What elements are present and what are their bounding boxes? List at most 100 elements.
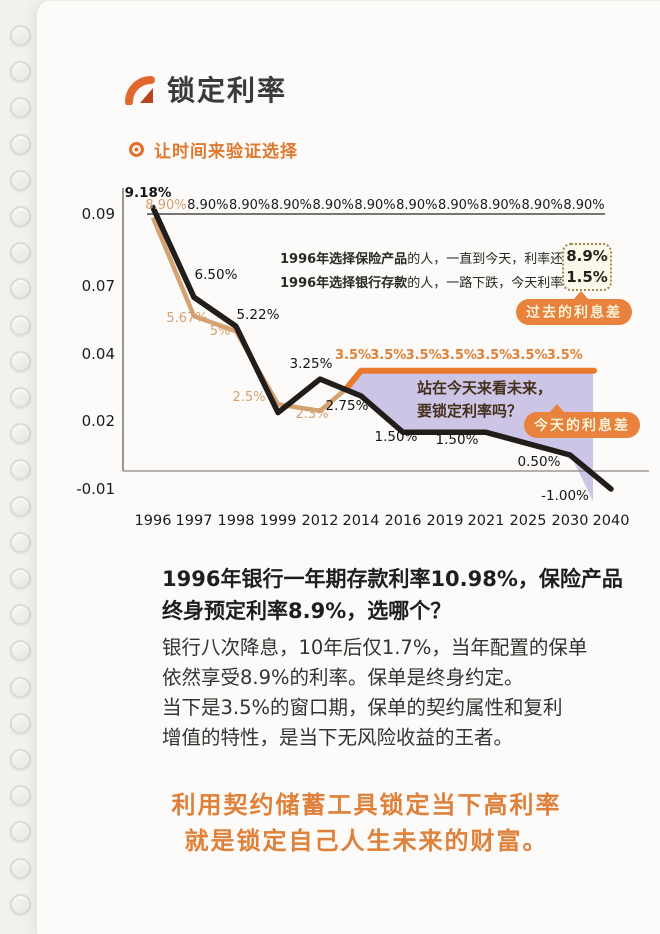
x-tick-label: 2040 xyxy=(593,513,630,529)
past-spread-badge: 过去的利息差 xyxy=(516,299,632,325)
insurance-past-point-label: 5.67% xyxy=(166,311,207,326)
x-tick-label: 2030 xyxy=(552,513,589,529)
paragraph-line: 银行八次降息，10年后仅1.7%，当年配置的保单 xyxy=(162,636,588,659)
x-tick-label: 1999 xyxy=(260,513,297,529)
paragraph-line: 依然享受8.9%的利率。保单是终身约定。 xyxy=(162,666,524,689)
reference-rate-label: 8.90% xyxy=(187,198,228,213)
binder-ring xyxy=(10,61,31,83)
bank-line xyxy=(150,204,614,492)
annotation-bank-rest: 的人，一路下跌，今天利率是 xyxy=(407,276,577,291)
binder-ring xyxy=(10,350,31,372)
y-tick-label: 0.02 xyxy=(82,412,115,430)
reference-rate-label: 8.90% xyxy=(229,198,270,213)
slogan-line: 利用契约储蓄工具锁定当下高利率 xyxy=(171,791,562,819)
insurance-future-point-label: 3.5% xyxy=(441,348,477,363)
subtitle-text: 让时间来验证选择 xyxy=(154,142,298,162)
heading-line: 1996年银行一年期存款利率10.98%，保险产品 xyxy=(162,567,623,591)
insurance-future-point-label: 3.5% xyxy=(547,348,583,363)
x-tick-label: 2016 xyxy=(385,513,422,529)
insurance-past-point-label: 2.5% xyxy=(232,390,265,405)
reference-rate-label: 8.90% xyxy=(396,198,437,213)
heading-line: 终身预定利率8.9%，选哪个？ xyxy=(162,599,452,623)
rate-compare-box: 8.9% 1.5% xyxy=(562,243,612,291)
y-tick-label: 0.04 xyxy=(82,345,115,363)
future-question-line1: 站在今天来看未来， xyxy=(417,379,553,397)
binder-ring xyxy=(10,785,31,807)
reference-rate-label: 8.90% xyxy=(563,198,604,213)
binder-ring xyxy=(10,676,31,698)
binder-ring xyxy=(10,242,31,264)
bank-point-label: 6.50% xyxy=(195,267,238,283)
reference-rate-label: 8.90% xyxy=(354,198,395,213)
x-tick-label: 1996 xyxy=(135,513,172,529)
binder-ring xyxy=(10,749,31,770)
binder-ring xyxy=(10,640,31,662)
x-tick-label: 1998 xyxy=(218,513,255,529)
binder-rings xyxy=(0,0,40,934)
body-text: 1996年银行一年期存款利率10.98%，保险产品 终身预定利率8.9%，选哪个… xyxy=(162,563,657,753)
insurance-line-future xyxy=(343,367,597,392)
annotation-bank-bold: 1996年选择银行存款 xyxy=(280,276,408,291)
annotation-insurance-rest: 的人，一直到今天，利率还是 xyxy=(407,252,577,267)
insurance-past-point-label: 2.3% xyxy=(295,407,328,422)
binder-ring xyxy=(10,531,31,553)
x-tick-label: 2012 xyxy=(302,513,339,529)
rate-arc-icon xyxy=(125,76,155,105)
future-question-line2: 要锁定利率吗？ xyxy=(417,402,523,420)
binder-ring xyxy=(10,495,31,517)
y-tick-label: 0.09 xyxy=(82,205,115,223)
arrow-up-icon xyxy=(549,404,565,413)
binder-ring xyxy=(10,423,31,445)
x-tick-label: 2019 xyxy=(427,513,464,529)
bank-point-label: -1.00% xyxy=(541,488,589,504)
insurance-future-point-label: 3.5% xyxy=(370,348,406,363)
interest-rate-chart: 0.09 0.07 0.04 0.02 -0.01 1996 1997 1998 1999 201… xyxy=(76,185,649,529)
x-tick-label: 1997 xyxy=(176,513,213,529)
x-tick-label: 2025 xyxy=(510,513,547,529)
today-spread-area xyxy=(346,372,593,501)
binder-ring xyxy=(10,893,31,915)
bank-point-label: 1.50% xyxy=(436,432,479,448)
bank-point-label: 2.75% xyxy=(326,398,369,414)
binder-ring xyxy=(10,712,31,734)
section-subtitle: 让时间来验证选择 xyxy=(129,137,298,162)
reference-rate-label: 8.90% xyxy=(480,198,521,213)
binder-ring xyxy=(10,459,31,481)
bank-rate-value: 1.5% xyxy=(566,268,608,286)
binder-ring xyxy=(10,169,31,191)
binder-ring xyxy=(10,821,31,843)
reference-rate-label: 8.90% xyxy=(271,198,312,213)
annotation-insurance: 1996年选择保险产品的人，一直到今天，利率还是 xyxy=(280,248,576,267)
page-title: 锁定利率 xyxy=(167,74,288,107)
x-tick-label: 2014 xyxy=(343,513,380,529)
bank-point-label: 9.18% xyxy=(125,185,172,201)
binder-ring xyxy=(10,857,31,879)
reference-rate-label: 8.90% xyxy=(313,198,354,213)
paragraph-line: 当下是3.5%的窗口期，保单的契约属性和复利 xyxy=(162,696,563,719)
insurance-future-point-label: 3.5% xyxy=(511,348,547,363)
bank-point-label: 1.50% xyxy=(375,429,418,445)
reference-rate-label: 8.90% xyxy=(438,198,479,213)
insurance-future-point-label: 3.5% xyxy=(335,348,371,363)
x-tick-label: 2021 xyxy=(468,513,505,529)
insurance-rate-value: 8.9% xyxy=(566,247,608,265)
insurance-future-point-label: 3.5% xyxy=(406,348,442,363)
today-spread-badge: 今天的利息差 xyxy=(524,412,640,438)
binder-ring xyxy=(10,133,31,155)
insurance-past-point-label: 5% xyxy=(210,324,231,339)
binder-ring xyxy=(10,25,31,46)
y-tick-label: 0.07 xyxy=(82,277,115,295)
binder-ring xyxy=(10,278,31,300)
binder-ring xyxy=(10,97,31,119)
paragraph-line: 增值的特性，是当下无风险收益的王者。 xyxy=(162,726,514,749)
notebook-page: 锁定利率 让时间来验证选择 0.09 0.07 0.04 0.02 -0.01 1996 1… xyxy=(36,0,660,934)
bank-point-label: 0.50% xyxy=(518,454,561,470)
reference-rate-label: 8.90% xyxy=(522,198,563,213)
bank-point-label: 5.22% xyxy=(237,307,280,323)
page-header: 锁定利率 xyxy=(125,69,287,109)
arrow-up-icon xyxy=(573,291,589,300)
binder-ring xyxy=(10,387,31,408)
slogan-line: 就是锁定自己人生未来的财富。 xyxy=(184,827,549,855)
y-tick-label: -0.01 xyxy=(76,480,115,498)
bullet-icon xyxy=(129,142,144,157)
